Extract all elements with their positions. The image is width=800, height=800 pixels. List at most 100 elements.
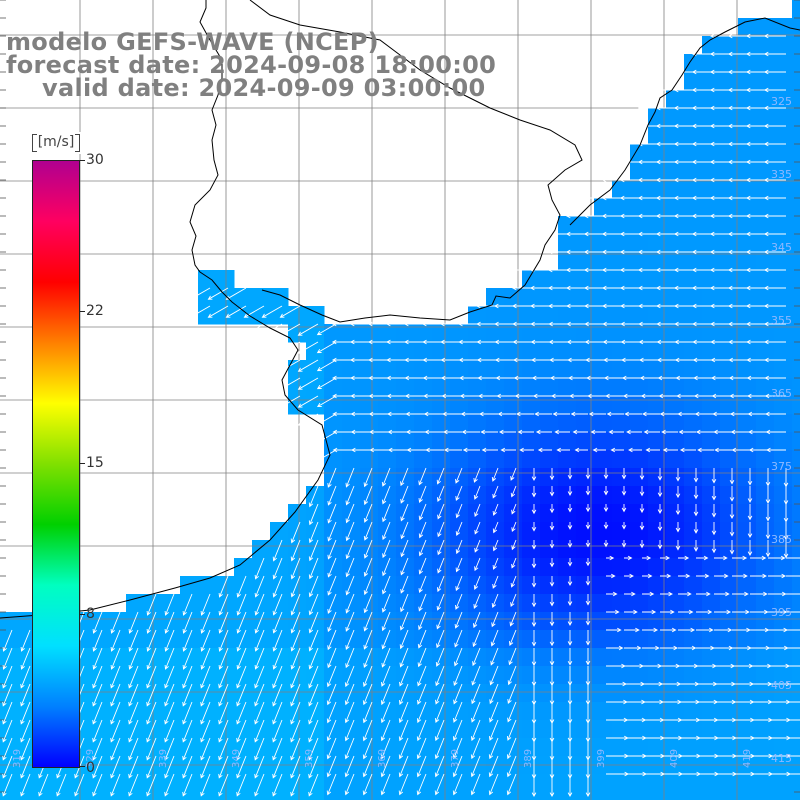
wind-arrow [531, 576, 537, 588]
wind-speed-cell [522, 360, 541, 379]
wind-arrow [92, 701, 103, 725]
wind-arrow [326, 773, 337, 796]
right-axis-label: 355 [771, 314, 792, 327]
wind-speed-cell [648, 108, 667, 127]
wind-arrow [748, 447, 768, 453]
wind-arrow [678, 609, 694, 615]
wind-speed-cell [378, 558, 397, 577]
wind-arrow [236, 701, 247, 725]
wind-speed-cell [180, 792, 199, 800]
wind-speed-cell [414, 720, 433, 739]
wind-speed-cell [648, 378, 667, 397]
wind-arrow [2, 647, 13, 670]
wind-arrow [316, 341, 337, 354]
wind-speed-cell [324, 342, 343, 361]
wind-speed-cell [738, 306, 757, 325]
wind-arrow [461, 429, 480, 435]
wind-speed-cell [540, 684, 559, 703]
wind-arrow [128, 755, 139, 779]
wind-speed-cell [252, 720, 271, 739]
wind-arrow [590, 429, 606, 435]
wind-speed-cell [360, 792, 379, 800]
wind-arrow [345, 521, 355, 542]
wind-speed-cell [594, 504, 613, 523]
wind-arrow [326, 665, 337, 688]
wind-speed-cell [756, 522, 775, 541]
wind-arrow [470, 719, 481, 742]
wind-speed-cell [648, 252, 667, 271]
wind-arrow [363, 539, 373, 559]
wind-arrow [344, 755, 355, 778]
wind-speed-cell [432, 684, 451, 703]
wind-speed-cell [90, 792, 109, 800]
wind-speed-cell [702, 558, 721, 577]
wind-speed-cell [774, 612, 793, 631]
wind-speed-cell [396, 594, 415, 613]
wind-arrow [327, 503, 337, 524]
wind-speed-cell [756, 18, 775, 37]
wind-speed-cell [270, 612, 289, 631]
wind-speed-cell [270, 738, 289, 757]
wind-speed-cell [576, 630, 595, 649]
wind-speed-cell [630, 594, 649, 613]
wind-speed-cell [432, 612, 451, 631]
wind-arrow [453, 647, 463, 667]
wind-speed-cell [306, 360, 325, 379]
wind-speed-cell [90, 774, 109, 793]
wind-arrow [110, 683, 121, 707]
wind-speed-cell [612, 774, 631, 793]
wind-arrow [455, 485, 463, 501]
wind-arrow [380, 701, 391, 724]
wind-speed-cell [558, 432, 577, 451]
wind-arrow [786, 665, 800, 667]
wind-arrow [254, 647, 265, 670]
wind-speed-cell [792, 90, 800, 109]
wind-speed-cell [342, 378, 361, 397]
wind-speed-cell [738, 504, 757, 523]
wind-speed-cell [468, 396, 487, 415]
wind-speed-cell [702, 738, 721, 757]
wind-speed-cell [414, 738, 433, 757]
wind-speed-cell [720, 234, 739, 253]
wind-arrow [471, 665, 481, 686]
wind-arrow [128, 773, 139, 797]
wind-speed-cell [630, 288, 649, 307]
wind-speed-cell [342, 576, 361, 595]
wind-arrow [326, 755, 337, 778]
wind-speed-cell [648, 792, 667, 800]
wind-speed-cell [450, 504, 469, 523]
wind-arrow [327, 593, 337, 614]
wind-speed-cell [702, 90, 721, 109]
wind-speed-cell [180, 594, 199, 613]
wind-speed-cell [432, 648, 451, 667]
wind-speed-cell [792, 468, 800, 487]
wind-speed-cell [648, 198, 667, 217]
wind-speed-cell [774, 324, 793, 343]
wind-speed-cell [666, 540, 685, 559]
wind-speed-cell [648, 432, 667, 451]
wind-arrow [657, 522, 663, 532]
wind-speed-cell [648, 522, 667, 541]
wind-speed-cell [252, 540, 271, 559]
wind-speed-cell [792, 648, 800, 667]
wind-speed-cell [360, 486, 379, 505]
wind-speed-cell [792, 540, 800, 559]
wind-speed-cell [684, 468, 703, 487]
wind-arrow [783, 540, 789, 559]
wind-speed-cell [774, 342, 793, 361]
wind-speed-cell [522, 594, 541, 613]
wind-arrow [570, 411, 588, 417]
wind-speed-cell [360, 414, 379, 433]
wind-speed-cell [738, 36, 757, 55]
wind-speed-cell [738, 648, 757, 667]
wind-arrow [308, 539, 319, 562]
wind-speed-cell [792, 198, 800, 217]
wind-speed-cell [594, 738, 613, 757]
wind-speed-cell [504, 702, 523, 721]
wind-speed-cell [738, 522, 757, 541]
wind-speed-cell [378, 594, 397, 613]
wind-speed-cell [414, 630, 433, 649]
wind-arrow [272, 593, 283, 616]
wind-speed-cell [648, 162, 667, 181]
wind-arrow [608, 429, 624, 435]
